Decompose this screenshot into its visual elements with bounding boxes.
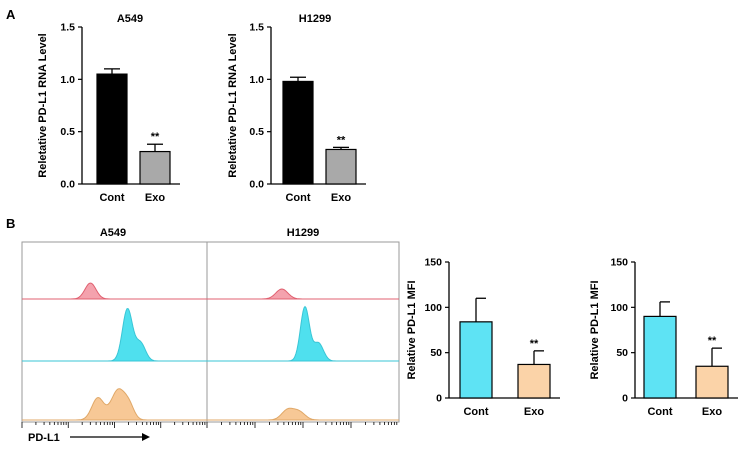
bar-chart-a549-mfi: 0 50 100 150 Relative PD-L1 MFI Cont ** Exo [406,257,560,418]
y-tick-label: 100 [610,302,628,314]
bar-cont [96,73,128,185]
y-tick-label: 50 [430,347,442,359]
flow-x-arrowhead [142,433,150,441]
y-axis-label: Relative PD-L1 MFI [406,280,418,379]
chart-title: H1299 [299,13,331,25]
histogram-cont-a549 [22,307,207,362]
y-tick-label: 0.0 [60,179,75,191]
y-tick-label: 100 [424,302,442,314]
histogram-cont-h1299 [207,305,399,362]
bar-exo [517,363,551,399]
bar-chart-h1299-rna: H1299 0.0 0.5 1.0 1.5 Reletative PD-L1 RNA Le… [227,13,366,204]
category-label-exo: Exo [331,192,351,204]
category-label-exo: Exo [702,406,722,418]
bar-cont [643,315,677,399]
y-tick-label: 50 [616,347,628,359]
bar-exo [695,365,729,399]
y-tick-label: 0.5 [60,126,75,138]
histogram-isotype-a549 [22,282,207,300]
significance-label: ** [337,134,346,146]
y-tick-label: 1.5 [60,22,75,34]
y-axis-label: Relative PD-L1 MFI [589,280,601,379]
significance-label: ** [151,131,160,143]
y-tick-label: 150 [610,257,628,269]
category-label-exo: Exo [524,406,544,418]
significance-label: ** [530,338,539,350]
flow-xlabel: PD-L1 [28,432,60,444]
bar-exo [325,148,357,185]
y-tick-label: 150 [424,257,442,269]
category-label-exo: Exo [145,192,165,204]
category-label-cont: Cont [99,192,124,204]
panel-label-a: A [6,7,16,22]
category-label-cont: Cont [647,406,672,418]
significance-label: ** [708,335,717,347]
chart-title: A549 [117,13,143,25]
y-tick-label: 1.5 [249,22,264,34]
histogram-exo-h1299 [207,407,399,421]
flow-title-h1299: H1299 [287,227,319,239]
histogram-exo-a549 [22,388,207,421]
flow-x-ticks [21,422,398,428]
y-tick-label: 0.0 [249,179,264,191]
category-label-cont: Cont [285,192,310,204]
y-tick-label: 0 [622,393,628,405]
y-tick-label: 0.5 [249,126,264,138]
category-label-cont: Cont [463,406,488,418]
bar-exo [139,150,171,185]
flow-histograms: A549 H1299 PD-L1 [21,227,400,444]
flow-title-a549: A549 [100,227,126,239]
y-tick-label: 0 [436,393,442,405]
y-tick-label: 1.0 [60,74,75,86]
bar-cont [282,80,314,185]
bar-chart-a549-rna: A549 0.0 0.5 1.0 1.5 Reletative PD-L1 RNA Lev… [37,13,180,204]
panel-label-b: B [6,216,15,231]
y-axis-label: Reletative PD-L1 RNA Level [227,33,239,177]
bar-chart-h1299-mfi: 0 50 100 150 Relative PD-L1 MFI Cont ** Exo [589,257,738,418]
histogram-isotype-h1299 [207,288,399,300]
y-axis-label: Reletative PD-L1 RNA Level [37,33,49,177]
bar-cont [459,321,493,399]
y-tick-label: 1.0 [249,74,264,86]
